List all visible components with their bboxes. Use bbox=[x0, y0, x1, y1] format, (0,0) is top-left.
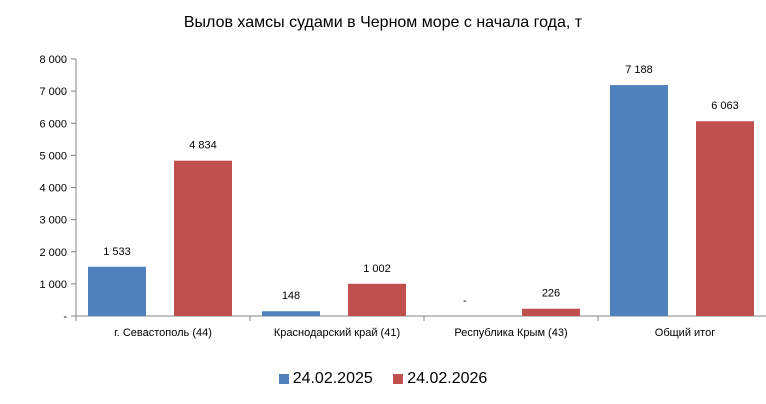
category-labels: г. Севастополь (44) Краснодарский край (4… bbox=[114, 327, 715, 339]
data-labels: 1 533 4 834 148 1 002 - 226 7 188 6 063 bbox=[103, 64, 739, 307]
y-tick-label: 4 000 bbox=[39, 183, 67, 195]
y-tick-label: 8 000 bbox=[39, 54, 67, 66]
bar bbox=[174, 160, 232, 316]
bar bbox=[348, 283, 406, 316]
legend-item: 24.02.2026 bbox=[393, 370, 487, 388]
category-label: г. Севастополь (44) bbox=[114, 327, 212, 339]
bar bbox=[88, 266, 146, 316]
y-tick-label: 2 000 bbox=[39, 247, 67, 259]
data-label: 1 002 bbox=[363, 263, 391, 275]
legend-label: 24.02.2026 bbox=[407, 370, 488, 387]
bars bbox=[88, 85, 754, 316]
bar bbox=[610, 85, 668, 316]
data-label: 6 063 bbox=[711, 100, 739, 112]
category-label: Республика Крым (43) bbox=[454, 327, 567, 339]
category-label: Краснодарский край (41) bbox=[274, 327, 400, 339]
data-label: - bbox=[463, 295, 467, 307]
data-label: 4 834 bbox=[189, 140, 217, 152]
bar bbox=[522, 308, 580, 316]
bar bbox=[696, 121, 754, 316]
y-axis-ticks: - 1 000 2 000 3 000 4 000 5 000 6 000 7 000 8 00… bbox=[39, 54, 76, 323]
data-label: 226 bbox=[542, 288, 560, 300]
y-tick-label: 6 000 bbox=[39, 118, 67, 130]
chart-title: Вылов хамсы судами в Черном море с начал… bbox=[183, 14, 583, 31]
y-tick-label: 7 000 bbox=[39, 86, 67, 98]
legend-swatch bbox=[278, 373, 289, 384]
legend-label: 24.02.2025 bbox=[292, 370, 373, 387]
data-label: 1 533 bbox=[103, 246, 131, 258]
y-tick-label: - bbox=[63, 311, 67, 323]
data-label: 7 188 bbox=[625, 64, 653, 76]
x-axis-ticks bbox=[75, 316, 599, 321]
y-tick-label: 5 000 bbox=[39, 150, 67, 162]
legend-item: 24.02.2025 bbox=[278, 370, 373, 388]
legend: 24.02.2025 24.02.2026 bbox=[0, 370, 766, 388]
bar bbox=[262, 311, 320, 316]
category-label: Общий итог bbox=[655, 327, 715, 339]
legend-swatch bbox=[393, 373, 404, 384]
data-label: 148 bbox=[282, 290, 300, 302]
y-tick-label: 1 000 bbox=[39, 279, 67, 291]
y-tick-label: 3 000 bbox=[39, 215, 67, 227]
